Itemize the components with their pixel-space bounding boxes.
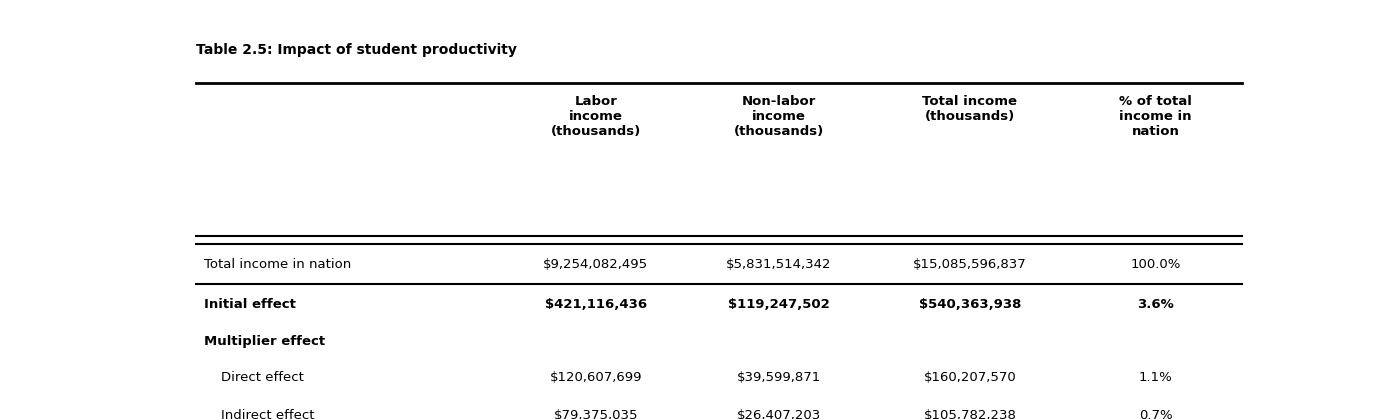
Text: 1.1%: 1.1% [1139, 371, 1172, 384]
Text: $119,247,502: $119,247,502 [728, 298, 830, 311]
Text: 3.6%: 3.6% [1137, 298, 1173, 311]
Text: Table 2.5: Impact of student productivity: Table 2.5: Impact of student productivit… [195, 43, 516, 57]
Text: $5,831,514,342: $5,831,514,342 [727, 258, 831, 271]
Text: 0.7%: 0.7% [1139, 409, 1172, 419]
Text: Direct effect: Direct effect [205, 371, 303, 384]
Text: Multiplier effect: Multiplier effect [205, 335, 326, 348]
Text: Total income in nation: Total income in nation [205, 258, 351, 271]
Text: Labor
income
(thousands): Labor income (thousands) [551, 96, 640, 138]
Text: Indirect effect: Indirect effect [205, 409, 315, 419]
Text: Non-labor
income
(thousands): Non-labor income (thousands) [734, 96, 824, 138]
Text: $540,363,938: $540,363,938 [919, 298, 1022, 311]
Text: $160,207,570: $160,207,570 [923, 371, 1016, 384]
Text: $39,599,871: $39,599,871 [736, 371, 821, 384]
Text: Total income
(thousands): Total income (thousands) [923, 96, 1018, 124]
Text: $15,085,596,837: $15,085,596,837 [913, 258, 1027, 271]
Text: % of total
income in
nation: % of total income in nation [1119, 96, 1192, 138]
Text: $105,782,238: $105,782,238 [923, 409, 1016, 419]
Text: $421,116,436: $421,116,436 [544, 298, 647, 311]
Text: $79,375,035: $79,375,035 [554, 409, 638, 419]
Text: $26,407,203: $26,407,203 [736, 409, 821, 419]
Text: Initial effect: Initial effect [205, 298, 296, 311]
Text: 100.0%: 100.0% [1130, 258, 1180, 271]
Text: $120,607,699: $120,607,699 [550, 371, 642, 384]
Text: $9,254,082,495: $9,254,082,495 [543, 258, 649, 271]
